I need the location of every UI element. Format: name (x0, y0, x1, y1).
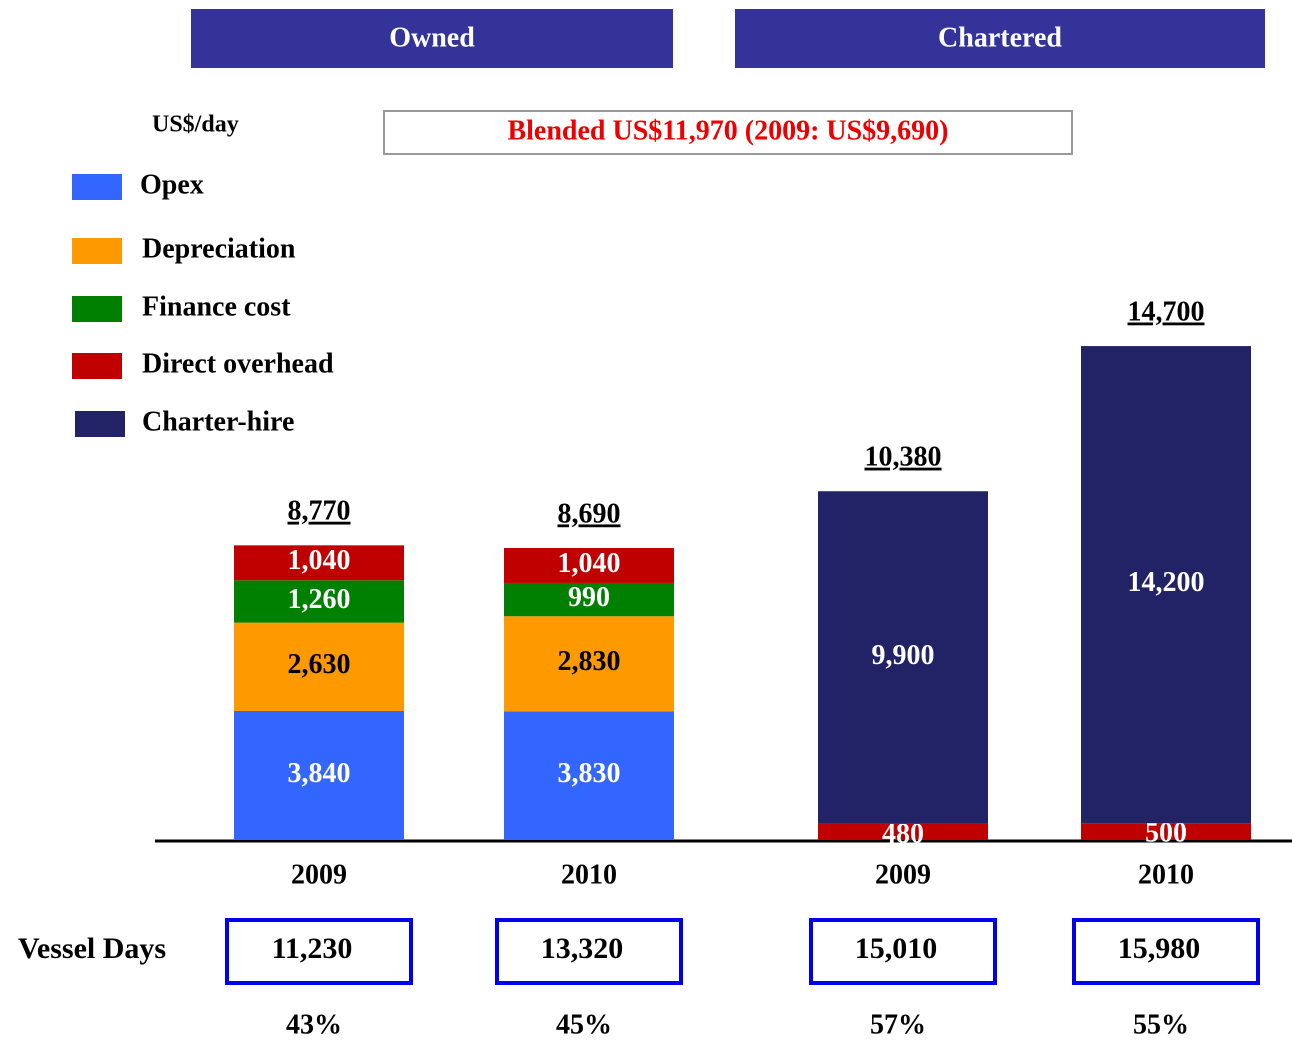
vessel-days-label: Vessel Days (18, 932, 166, 965)
share-label: 55% (1133, 1009, 1189, 1040)
bar-segment (234, 545, 404, 581)
bar-segment (1081, 823, 1251, 840)
vessel-days-box (1072, 918, 1260, 985)
legend-label: Opex (140, 169, 204, 200)
legend-swatch (72, 353, 122, 379)
group-header (191, 9, 673, 68)
group-label: Chartered (938, 22, 1062, 53)
bar-segment (234, 710, 404, 840)
group-header (735, 9, 1265, 68)
bar-segment (504, 711, 674, 840)
bar-segment (504, 616, 674, 712)
annotation-box (383, 110, 1073, 155)
data-label: 9,900 (872, 640, 935, 671)
legend-label: Finance cost (142, 291, 291, 322)
legend-swatch (75, 411, 125, 437)
bar-segment (504, 548, 674, 583)
vessel-days: 15,980 (1118, 932, 1201, 965)
share-label: 43% (286, 1009, 342, 1040)
data-label: 1,040 (558, 548, 621, 579)
data-label: 3,840 (288, 758, 351, 789)
annotation: Blended US$11,970 (2009: US$9,690) (507, 115, 948, 146)
vessel-days-box (225, 918, 413, 985)
vessel-days: 15,010 (855, 932, 938, 965)
legend-label: Charter-hire (142, 406, 294, 437)
bar-segment (818, 491, 988, 824)
bar-segment (234, 622, 404, 711)
data-label: 2,830 (558, 646, 621, 677)
data-label: 14,200 (1128, 567, 1205, 598)
vessel-days: 13,320 (541, 932, 624, 965)
data-label: 3,830 (558, 758, 621, 789)
total-label: 8,770 (288, 496, 351, 527)
x-tick-label: 2009 (291, 859, 347, 890)
total-label: 10,380 (865, 442, 942, 473)
data-label: 990 (568, 582, 610, 613)
bar-segment (234, 580, 404, 623)
legend-swatch (72, 296, 122, 322)
x-tick-label: 2010 (1138, 859, 1194, 890)
x-tick-label: 2010 (561, 859, 617, 890)
data-label: 2,630 (288, 649, 351, 680)
x-tick-label: 2009 (875, 859, 931, 890)
unit-label: US$/day (152, 112, 239, 138)
legend-swatch (72, 238, 122, 264)
data-label: 1,040 (288, 545, 351, 576)
legend-swatch (72, 174, 122, 200)
vessel-days-box (809, 918, 997, 985)
bar-segment (818, 823, 988, 840)
total-label: 14,700 (1128, 297, 1205, 328)
group-label: Owned (389, 22, 475, 53)
bar-segment (1081, 346, 1251, 824)
share-label: 57% (870, 1009, 926, 1040)
total-label: 8,690 (558, 498, 621, 529)
share-label: 45% (556, 1009, 612, 1040)
bar-segment (504, 582, 674, 617)
data-label: 1,260 (288, 584, 351, 615)
legend-label: Depreciation (142, 233, 296, 264)
vessel-days: 11,230 (272, 932, 353, 965)
vessel-days-box (495, 918, 683, 985)
legend-label: Direct overhead (142, 348, 334, 379)
